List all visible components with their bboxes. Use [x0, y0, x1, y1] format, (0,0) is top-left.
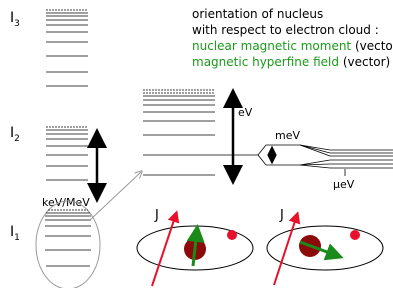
header-line: with respect to electron cloud : [192, 23, 379, 37]
header-line: orientation of nucleus [192, 7, 323, 21]
scale-label: μeV [333, 178, 355, 191]
level-label: I1 [10, 224, 20, 243]
level-group [143, 90, 393, 175]
header-item: nuclear magnetic moment (vector) [192, 39, 393, 53]
spin-label: J [279, 208, 284, 223]
text-part: magnetic hyperfine field [192, 55, 339, 69]
header-item: magnetic hyperfine field (vector) [192, 55, 390, 69]
text-part: 1 [14, 233, 20, 243]
text-part: (vector) [351, 39, 393, 53]
spin-arrow [152, 214, 176, 286]
moment-arrow [193, 230, 197, 266]
text-part: (vector) [339, 55, 390, 69]
level-group [46, 127, 88, 180]
diagram: I3 I2 I1 keV/MeV [0, 0, 393, 288]
text-part: nuclear magnetic moment [192, 39, 351, 53]
electron [227, 230, 237, 240]
text-part: 2 [14, 134, 20, 144]
level-group [46, 10, 88, 86]
level-label: I2 [10, 125, 20, 144]
spin-label: J [154, 208, 159, 223]
electron-cloud [267, 226, 383, 270]
text-part: 3 [14, 19, 20, 29]
level-group [45, 210, 91, 266]
spin-arrow [274, 215, 297, 285]
electron [350, 230, 360, 240]
canvas: I3 I2 I1 keV/MeV [0, 0, 393, 288]
scale-label: meV [275, 129, 300, 142]
zoom-ellipse [36, 201, 100, 288]
scale-label: eV [238, 106, 253, 119]
level-label: I3 [10, 10, 20, 29]
scale-label: keV/MeV [42, 196, 90, 209]
